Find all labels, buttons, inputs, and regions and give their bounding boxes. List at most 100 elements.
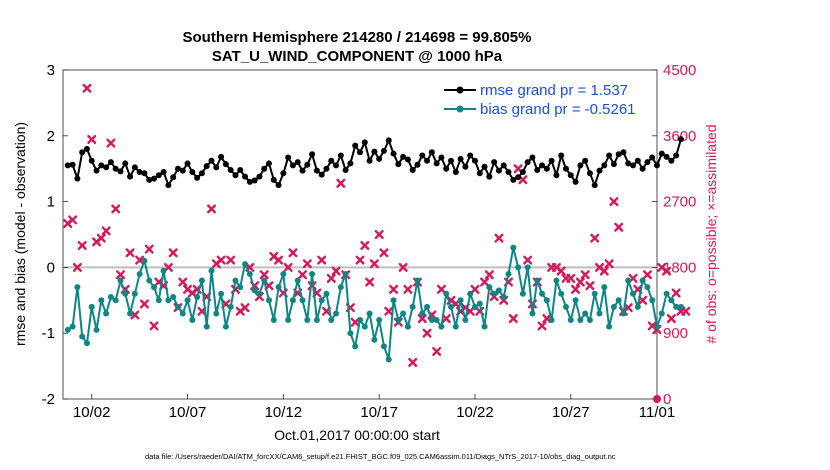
rmse-point	[510, 176, 517, 183]
bias-point	[270, 317, 277, 324]
bias-point	[644, 284, 651, 291]
bias-point	[213, 310, 220, 317]
obs-assimilated-marker	[360, 240, 370, 250]
bias-point	[534, 277, 541, 284]
bias-point	[232, 277, 239, 284]
bias-point	[414, 277, 421, 284]
rmse-point	[165, 182, 172, 189]
obs-assimilated-marker	[537, 321, 547, 331]
bias-point	[151, 284, 158, 291]
rmse-point	[433, 160, 440, 167]
rmse-point	[558, 152, 565, 159]
bias-point	[448, 303, 455, 310]
bias-point	[275, 284, 282, 291]
obs-assimilated-marker	[590, 233, 600, 243]
rmse-point	[261, 165, 268, 172]
bias-point	[510, 244, 517, 251]
bias-point	[103, 310, 110, 317]
bias-point	[452, 323, 459, 330]
bias-point	[318, 297, 325, 304]
obs-assimilated-marker	[604, 259, 614, 269]
bias-point	[677, 303, 684, 310]
rmse-point	[189, 168, 196, 175]
rmse-point	[625, 160, 632, 167]
bias-point	[342, 270, 349, 277]
obs-assimilated-marker	[302, 259, 312, 269]
obs-assimilated-marker	[494, 233, 504, 243]
rmse-point	[419, 152, 426, 159]
bias-point	[98, 297, 105, 304]
bias-point	[433, 317, 440, 324]
legend-bias-marker	[456, 105, 464, 113]
obs-assimilated-marker	[389, 284, 399, 294]
bias-point	[553, 277, 560, 284]
rmse-point	[519, 168, 526, 175]
bias-point	[366, 310, 373, 317]
obs-assimilated-marker	[178, 277, 188, 287]
bias-point	[261, 277, 268, 284]
rmse-point	[361, 139, 368, 146]
y-tick-label: -2	[42, 391, 55, 408]
bias-point	[285, 317, 292, 324]
bias-point	[299, 297, 306, 304]
bias-point	[328, 317, 335, 324]
bias-point	[357, 317, 363, 324]
bias-point	[69, 323, 76, 330]
bias-point	[596, 310, 603, 317]
rmse-point	[289, 162, 296, 169]
chart-title: Southern Hemisphere 214280 / 214698 = 99…	[183, 29, 532, 46]
bias-point	[160, 267, 167, 274]
rmse-point	[69, 161, 76, 168]
obs-assimilated-marker	[432, 346, 442, 356]
rmse-point	[596, 167, 603, 174]
bias-point	[586, 317, 593, 324]
obs-assimilated-marker	[144, 244, 154, 254]
obs-assimilated-marker	[556, 266, 566, 276]
bias-point	[131, 290, 138, 297]
bias-point	[630, 290, 637, 297]
rmse-point	[246, 178, 253, 185]
obs-assimilated-marker	[508, 314, 518, 324]
bias-point	[222, 323, 229, 330]
bias-point	[385, 356, 392, 363]
rmse-point	[146, 176, 153, 183]
bias-point	[673, 303, 680, 310]
rmse-point	[198, 170, 205, 177]
bias-point	[208, 267, 215, 274]
bias-point	[218, 290, 225, 297]
rmse-point	[668, 157, 675, 164]
obs-assimilated-marker	[106, 138, 116, 148]
rmse-point	[227, 167, 234, 174]
obs-assimilated-marker	[638, 295, 648, 305]
bias-point	[495, 287, 502, 294]
obs-assimilated-marker	[216, 255, 226, 265]
rmse-point	[141, 170, 148, 177]
obs-assimilated-marker	[365, 277, 375, 287]
rmse-point	[333, 162, 340, 169]
rmse-point	[380, 147, 387, 154]
rmse-point	[203, 163, 210, 170]
rmse-point	[357, 149, 363, 156]
obs-assimilated-marker	[642, 270, 652, 280]
rmse-point	[275, 182, 282, 189]
bias-point	[467, 290, 474, 297]
y2-axis-label: # of obs: o=possible; ×=assimilated	[703, 124, 719, 343]
bias-point	[122, 290, 129, 297]
bias-point	[438, 323, 445, 330]
bias-point	[136, 270, 143, 277]
bias-point	[127, 310, 134, 317]
bias-point	[548, 317, 555, 324]
rmse-point	[232, 172, 239, 179]
bias-point	[476, 300, 483, 307]
rmse-point	[424, 157, 431, 164]
obs-assimilated-marker	[111, 204, 121, 214]
bias-point	[471, 303, 478, 310]
rmse-point	[515, 174, 522, 181]
rmse-point	[347, 160, 354, 167]
obs-assimilated-marker	[139, 299, 149, 309]
bias-point	[83, 340, 90, 347]
bias-point	[486, 284, 493, 291]
bias-point	[505, 270, 512, 277]
bias-point	[567, 317, 574, 324]
bias-point	[428, 317, 435, 324]
